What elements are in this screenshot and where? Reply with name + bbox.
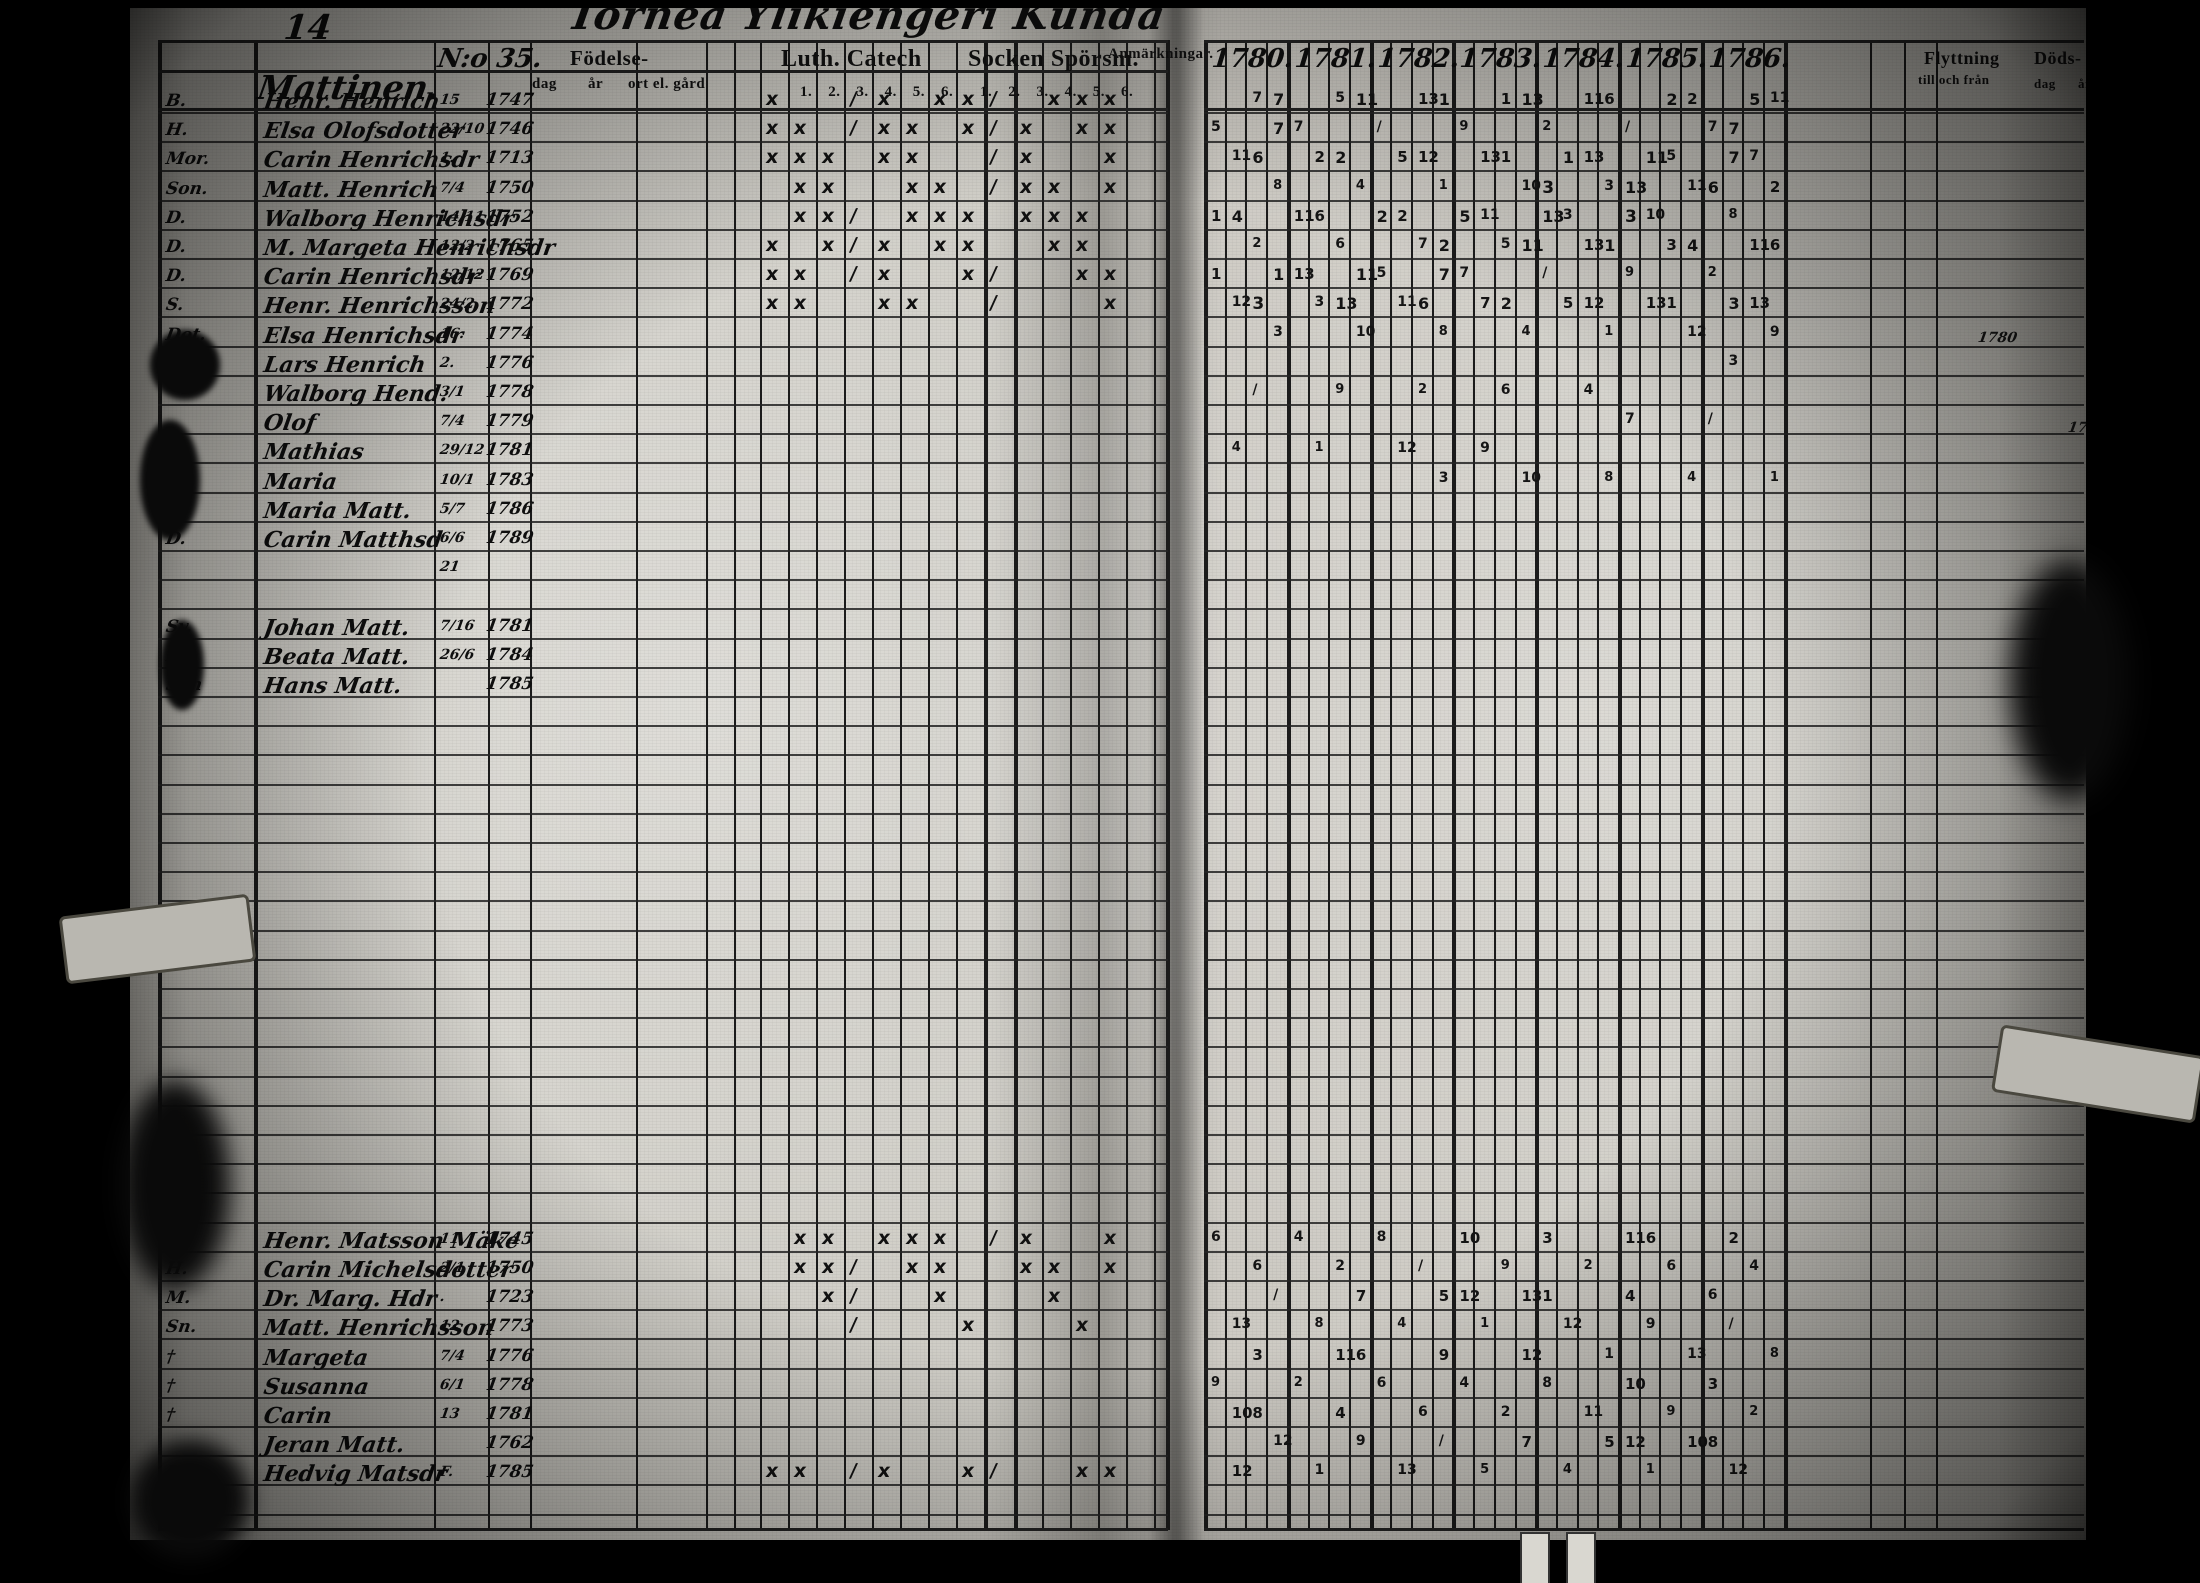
ink-blot: [140, 420, 200, 540]
margin-note: 1780: [1976, 330, 2019, 346]
ink-blot: [150, 330, 220, 400]
ink-blot: [130, 1440, 250, 1560]
scan-edge-right: [2086, 0, 2200, 1583]
scan-edge-bottom: [0, 1540, 2200, 1583]
ink-blot: [120, 1080, 230, 1290]
book-clasp-bottom: [1520, 1532, 1550, 1583]
ink-blot: [2010, 560, 2130, 800]
scan-edge-left: [0, 0, 130, 1583]
book-clasp-bottom: [1566, 1532, 1596, 1583]
scan-edge-top: [0, 0, 2200, 8]
photo-vignette: [108, 0, 2098, 1560]
open-ledger-book: 14 Torneå Ylikiengeri Kunda N:o 35. Matt…: [108, 0, 2108, 1560]
ink-blot: [160, 620, 204, 710]
